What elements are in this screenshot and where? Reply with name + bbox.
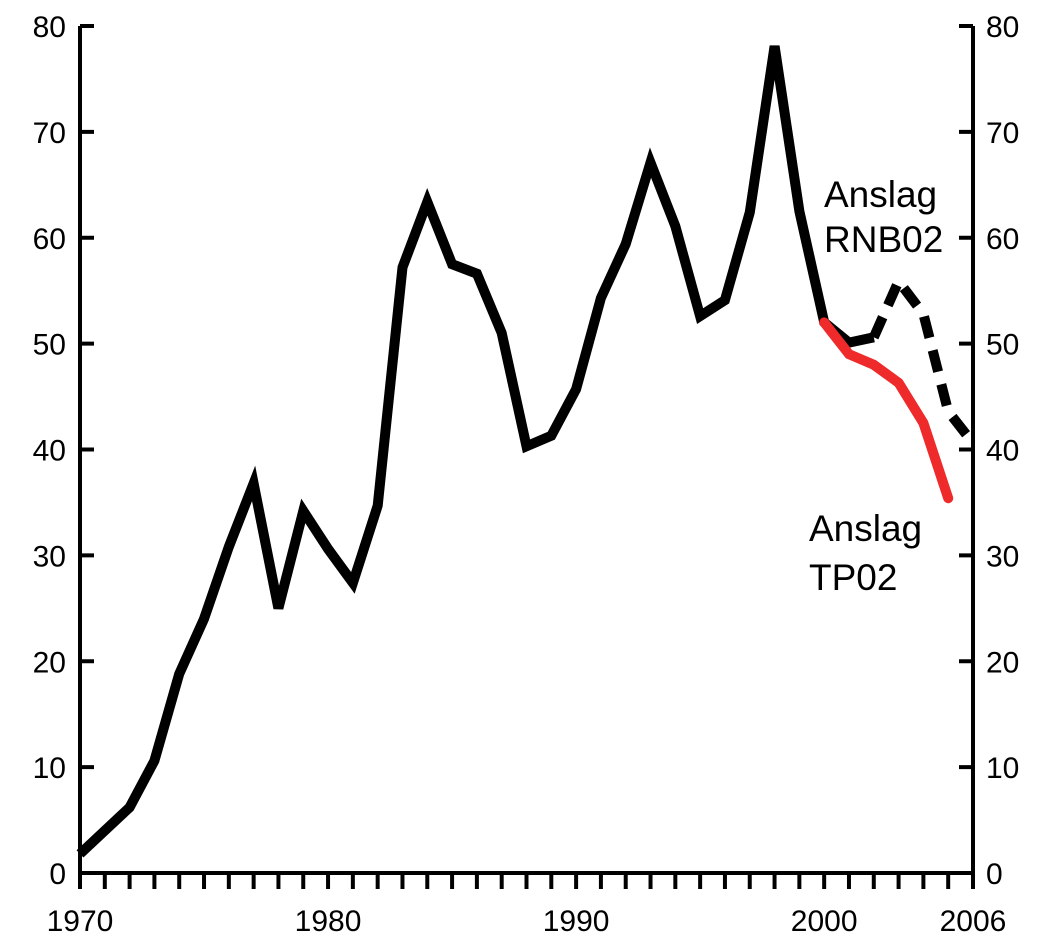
x-tick-label: 2000 (791, 905, 858, 938)
y-tick-label-right: 80 (986, 11, 1019, 44)
annotation-rnb02-line1: Anslag (824, 174, 937, 215)
annotations: Anslag RNB02 Anslag TP02 (809, 174, 943, 598)
y-tick-label-right: 60 (986, 223, 1019, 256)
annotation-tp02-line1: Anslag (809, 508, 922, 549)
y-tick-label-left: 50 (33, 329, 66, 362)
series-line-2 (869, 271, 977, 447)
y-tick-label-left: 10 (33, 752, 66, 785)
x-tick-label: 1980 (295, 905, 362, 938)
y-tick-label-left: 0 (49, 858, 66, 891)
tick-labels: 0 0 10 10 20 20 30 30 40 40 50 50 60 60 70 70 80 80 1970 19… (33, 11, 1020, 938)
annotation-rnb02-line2: RNB02 (824, 219, 943, 260)
series-line-1 (76, 45, 875, 858)
y-tick-label-left: 20 (33, 646, 66, 679)
series-group (76, 45, 977, 858)
y-tick-label-right: 20 (986, 646, 1019, 679)
annotation-tp02-line2: TP02 (809, 557, 897, 598)
y-tick-label-left: 80 (33, 11, 66, 44)
y-tick-label-left: 40 (33, 435, 66, 468)
y-tick-label-right: 40 (986, 435, 1019, 468)
y-tick-label-left: 60 (33, 223, 66, 256)
y-tick-label-right: 50 (986, 329, 1019, 362)
y-tick-label-right: 10 (986, 752, 1019, 785)
y-tick-label-left: 70 (33, 117, 66, 150)
y-tick-label-left: 30 (33, 540, 66, 573)
axes (78, 24, 975, 889)
y-tick-label-right: 0 (986, 858, 1003, 891)
y-tick-label-right: 70 (986, 117, 1019, 150)
x-tick-label: 1990 (543, 905, 610, 938)
x-tick-label: 2006 (940, 905, 1007, 938)
series-line-3 (819, 317, 954, 504)
y-tick-label-right: 30 (986, 540, 1019, 573)
x-tick-label: 1970 (47, 905, 114, 938)
